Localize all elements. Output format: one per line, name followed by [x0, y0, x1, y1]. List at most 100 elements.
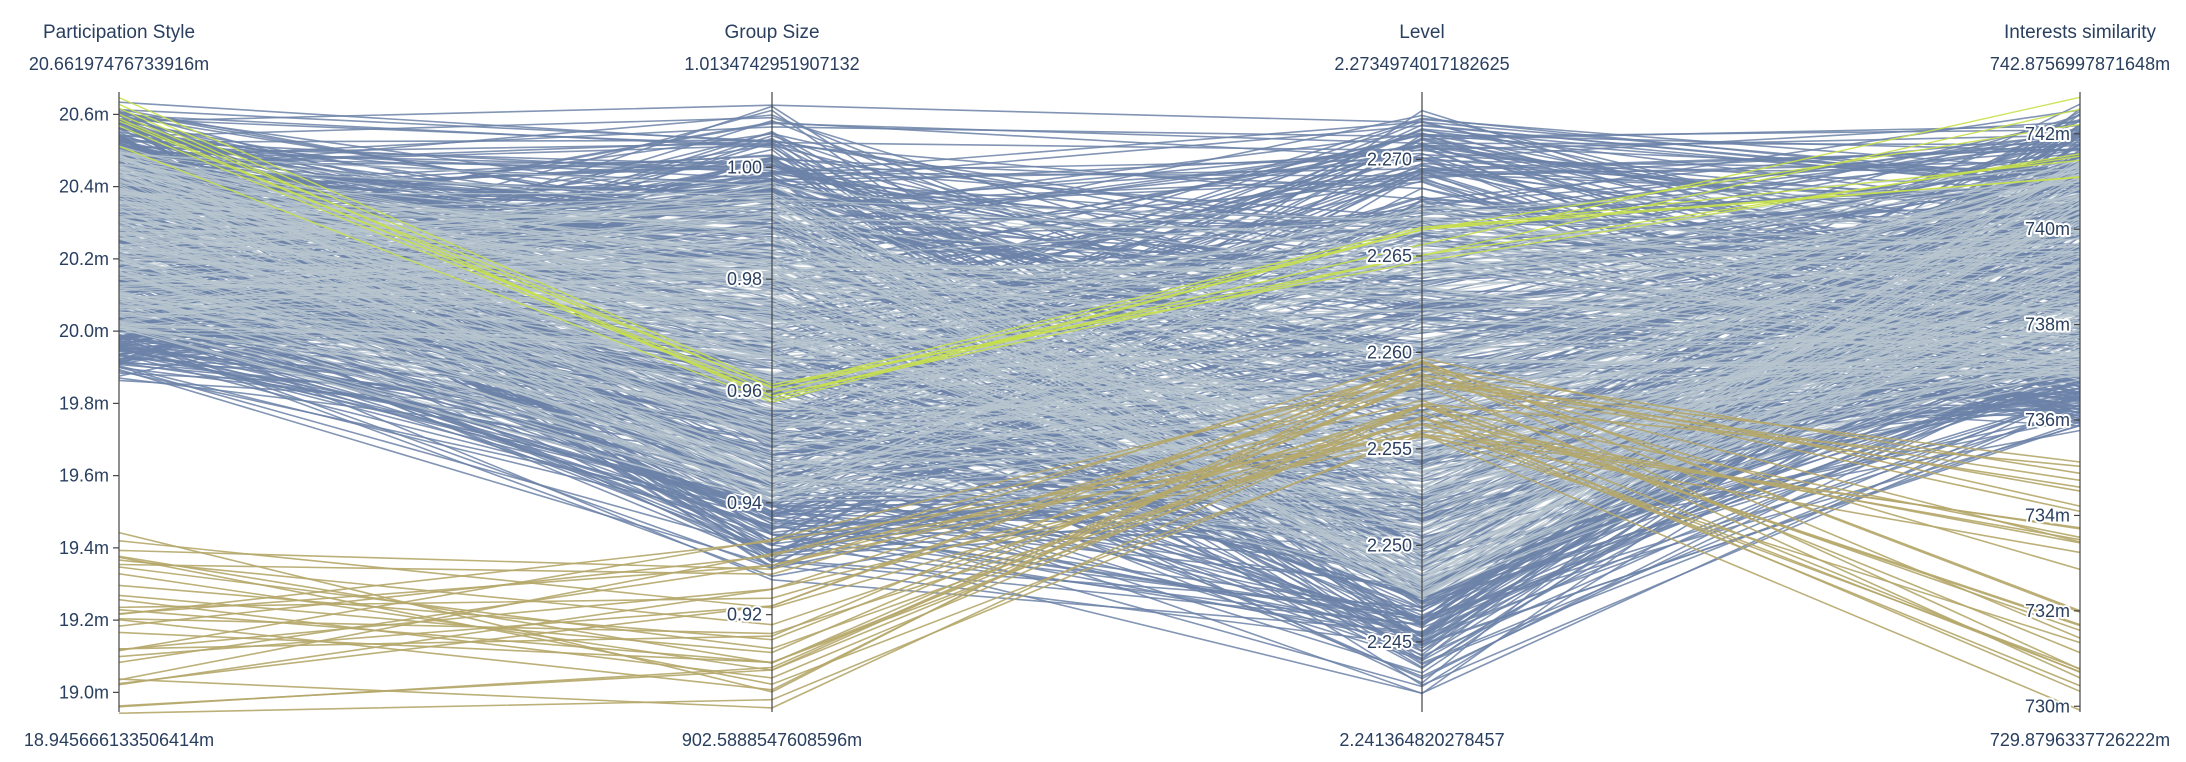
- data-line: [118, 199, 2081, 595]
- data-line: [118, 185, 2081, 442]
- axis-tick-label: 0.96: [727, 381, 762, 401]
- data-line: [118, 130, 2081, 353]
- axis-range-min-label: 18.945666133506414m: [24, 730, 214, 750]
- axis-tick-label: 2.245: [1367, 632, 1412, 652]
- data-line: [118, 96, 2081, 397]
- axis-title: Participation Style: [43, 22, 195, 43]
- data-line: [118, 210, 2081, 248]
- data-line: [118, 194, 2081, 531]
- axis-tick-label: 20.6m: [59, 104, 109, 124]
- data-line: [118, 167, 2081, 502]
- data-line: [118, 404, 2081, 672]
- axis-range-min-label: 2.241364820278457: [1339, 730, 1504, 750]
- data-line: [118, 160, 2081, 580]
- data-line: [118, 416, 2081, 673]
- axis-range-min-label: 729.8796337726222m: [1990, 730, 2170, 750]
- axis-tick-label: 0.92: [727, 605, 762, 625]
- data-line: [118, 174, 2081, 465]
- axis-title: Group Size: [724, 22, 819, 43]
- data-line: [118, 216, 2081, 261]
- data-line: [118, 220, 2081, 429]
- data-line: [118, 167, 2081, 598]
- axis-tick-label: 2.255: [1367, 439, 1412, 459]
- data-line: [118, 376, 2081, 686]
- data-line: [118, 159, 2081, 450]
- axis-range-max-label: 2.2734974017182625: [1334, 54, 1509, 74]
- data-line: [118, 113, 2081, 389]
- data-line: [118, 190, 2081, 585]
- data-line: [118, 167, 2081, 535]
- data-line: [118, 259, 2081, 411]
- data-line: [118, 422, 2081, 615]
- data-line: [118, 171, 2081, 486]
- data-line: [118, 158, 2081, 493]
- data-line: [118, 200, 2081, 440]
- polylines-layer: [118, 96, 2081, 714]
- axis-tick-label: 19.4m: [59, 538, 109, 558]
- data-line: [118, 212, 2081, 404]
- axis-tick-label: 20.4m: [59, 177, 109, 197]
- data-line: [118, 163, 2081, 452]
- data-line: [118, 273, 2081, 496]
- data-line: [118, 126, 2081, 160]
- data-line: [118, 378, 2081, 707]
- axis-tick-label: 732m: [2025, 601, 2070, 621]
- axis-tick-label: 19.8m: [59, 393, 109, 413]
- data-line: [118, 216, 2081, 518]
- axis-tick-label: 736m: [2025, 410, 2070, 430]
- data-line: [118, 362, 2081, 658]
- data-line: [118, 429, 2081, 714]
- axes-layer: Participation Style 20.66197476733916m 18.…: [24, 22, 2170, 750]
- data-line: [118, 231, 2081, 497]
- axis-tick-label: 2.270: [1367, 149, 1412, 169]
- data-line: [118, 267, 2081, 464]
- data-line: [118, 178, 2081, 445]
- axis-tick-label: 730m: [2025, 696, 2070, 716]
- axis-tick-label: 2.250: [1367, 535, 1412, 555]
- axis-title: Level: [1399, 22, 1444, 43]
- data-line: [118, 225, 2081, 460]
- axis-tick-label: 0.98: [727, 269, 762, 289]
- axis: Participation Style 20.66197476733916m 18.…: [24, 22, 214, 750]
- axis: Interests similarity 742.8756997871648m 72…: [1990, 22, 2170, 750]
- axis-tick-label: 2.260: [1367, 342, 1412, 362]
- data-line: [118, 174, 2081, 330]
- data-line: [118, 357, 2081, 571]
- data-line: [118, 366, 2081, 691]
- data-line: [118, 96, 2081, 386]
- data-line: [118, 402, 2081, 664]
- data-line: [118, 433, 2081, 711]
- data-line: [118, 380, 2081, 664]
- axis-tick-label: 0.94: [727, 493, 762, 513]
- axis-tick-label: 740m: [2025, 219, 2070, 239]
- data-line: [118, 108, 2081, 397]
- data-line: [118, 169, 2081, 598]
- axis-tick-label: 2.265: [1367, 246, 1412, 266]
- axis-tick-label: 738m: [2025, 315, 2070, 335]
- axis-tick-label: 19.6m: [59, 466, 109, 486]
- data-line: [118, 107, 2081, 401]
- axis-tick-label: 1.00: [727, 157, 762, 177]
- axis: Level 2.2734974017182625 2.241364820278457…: [1334, 22, 1509, 750]
- data-line: [118, 151, 2081, 340]
- axis-tick-label: 742m: [2025, 124, 2070, 144]
- axis-tick-label: 20.2m: [59, 249, 109, 269]
- data-line: [118, 178, 2081, 495]
- axis: Group Size 1.0134742951907132 902.58885476…: [682, 22, 862, 750]
- data-line: [118, 360, 2081, 650]
- data-line: [118, 159, 2081, 220]
- data-line: [118, 123, 2081, 403]
- axis-range-max-label: 742.8756997871648m: [1990, 54, 2170, 74]
- data-line: [118, 193, 2081, 474]
- axis-tick-label: 19.0m: [59, 682, 109, 702]
- data-line: [118, 221, 2081, 358]
- data-line: [118, 222, 2081, 489]
- data-line: [118, 207, 2081, 502]
- data-line: [118, 183, 2081, 352]
- data-line: [118, 112, 2081, 423]
- axis-tick-label: 19.2m: [59, 610, 109, 630]
- axis-range-max-label: 1.0134742951907132: [684, 54, 859, 74]
- data-line: [118, 374, 2081, 652]
- data-line: [118, 366, 2081, 627]
